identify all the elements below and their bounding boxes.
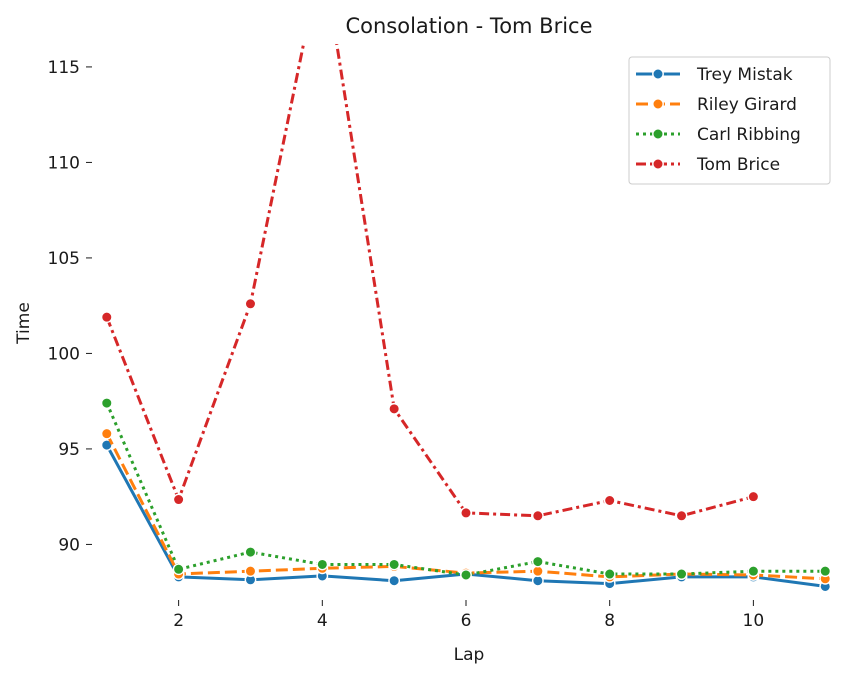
data-point-carl-ribbing [244,546,257,558]
data-point-carl-ribbing [316,558,329,571]
data-point-tom-brice [460,507,472,519]
data-point-trey-mistak [100,439,113,452]
data-point-trey-mistak [531,574,544,587]
data-point-carl-ribbing [531,555,544,568]
legend-marker-trey-mistak [652,68,664,80]
y-tick-label: 95 [58,440,80,460]
legend-box [628,56,831,185]
legend-marker-riley-girard [652,98,664,110]
x-tick-label: 8 [604,611,615,631]
legend-label-tom-brice: Tom Brice [696,155,780,175]
y-tick-label: 100 [48,344,80,364]
data-point-tom-brice [603,494,616,507]
series-line-riley-girard [105,432,826,581]
legend-marker-carl-ribbing [652,128,664,140]
data-point-trey-mistak [388,574,401,587]
data-point-carl-ribbing [675,568,688,580]
series-line-carl-ribbing [105,402,826,577]
data-point-carl-ribbing [603,568,616,580]
legend-label-trey-mistak: Trey Mistak [696,65,793,85]
data-point-riley-girard [531,565,544,578]
x-tick-label: 4 [317,611,328,631]
data-point-tom-brice [244,297,257,310]
legend: Trey Mistak Riley Girard Carl Ribbing Tom B… [628,56,831,185]
chart-title: Consolation - Tom Brice [345,14,592,38]
x-axis: 2 4 6 8 10 [173,600,764,631]
x-axis-label: Lap [454,645,485,665]
data-point-carl-ribbing [747,565,760,578]
y-tick-label: 90 [58,535,80,555]
x-tick-label: 2 [173,611,184,631]
x-tick-label: 6 [461,611,472,631]
data-point-tom-brice [100,311,113,324]
data-point-tom-brice [531,509,544,522]
legend-marker-tom-brice [652,158,664,170]
y-tick-label: 105 [48,249,80,269]
data-point-riley-girard [100,427,113,440]
data-point-tom-brice [747,490,760,503]
x-tick-label: 10 [743,611,765,631]
data-point-tom-brice [172,493,185,506]
data-point-carl-ribbing [388,558,401,571]
y-tick-label: 110 [48,153,80,173]
legend-label-carl-ribbing: Carl Ribbing [697,125,801,145]
data-point-carl-ribbing [172,563,185,576]
series-line-tom-brice [105,44,754,518]
y-tick-label: 115 [48,58,80,78]
plot-area [100,44,832,593]
data-point-carl-ribbing [819,565,832,578]
y-axis-label: Time [14,302,34,345]
data-point-tom-brice [675,509,688,522]
data-point-riley-girard [244,565,257,578]
y-axis: 90 95 100 105 110 115 [48,58,92,555]
data-point-carl-ribbing [100,397,113,409]
data-point-tom-brice [388,402,401,415]
data-point-carl-ribbing [460,569,472,581]
legend-label-riley-girard: Riley Girard [697,95,797,115]
